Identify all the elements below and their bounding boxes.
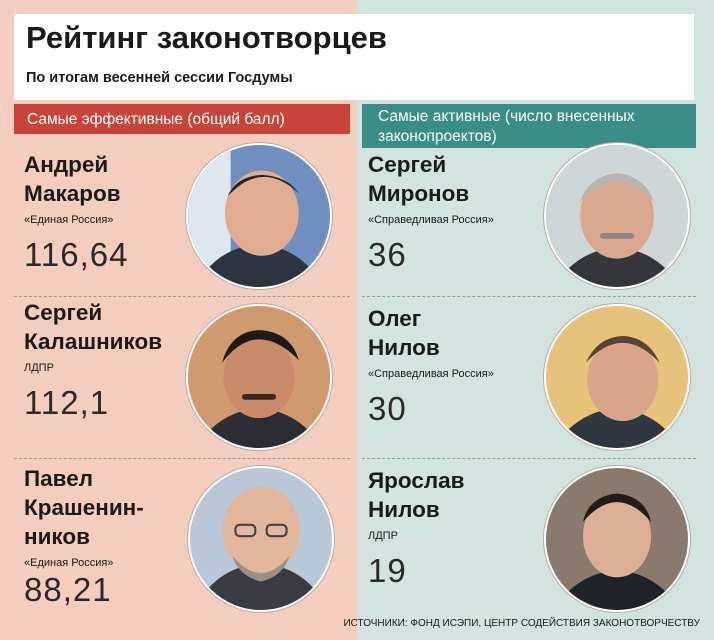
left-entry-3: Павел Крашенин- ников «Единая Россия» 88… <box>24 464 144 609</box>
person-name-line: Крашенин- <box>24 495 144 520</box>
party-label: «Единая Россия» <box>24 214 114 226</box>
party-label: «Справедливая Россия» <box>368 368 494 380</box>
score-value: 36 <box>368 236 407 273</box>
portrait-photo <box>544 304 690 450</box>
row-divider <box>362 296 696 297</box>
person-name-line: Сергей <box>24 300 103 325</box>
portrait-photo <box>544 143 690 289</box>
person-name-line: Сергей <box>368 152 447 177</box>
person-name-line: Ярослав <box>368 468 465 493</box>
person-name-line: ников <box>24 524 90 549</box>
score-value: 88,21 <box>24 571 112 608</box>
party-label: ЛДПР <box>368 530 398 542</box>
page-title: Рейтинг законотворцев <box>26 20 387 55</box>
left-entry-2: Сергей Калашников ЛДПР 112,1 <box>24 298 162 422</box>
left-entry-1: Андрей Макаров «Единая Россия» 116,64 <box>24 150 128 274</box>
right-column-header-line1: Самые активные (число внесенных <box>378 108 635 125</box>
left-column-header-label: Самые эффективные (общий балл) <box>27 111 285 128</box>
left-column-header: Самые эффективные (общий балл) <box>14 104 350 134</box>
row-divider <box>14 296 350 297</box>
party-label: «Единая Россия» <box>24 557 114 569</box>
title-panel: Рейтинг законотворцев По итогам весенней… <box>14 14 694 100</box>
person-name-line: Макаров <box>24 181 121 206</box>
person-name-line: Калашников <box>24 329 163 354</box>
right-column-header: Самые активные (число внесенных законопр… <box>362 104 696 148</box>
page-subtitle: По итогам весенней сессии Госдумы <box>26 70 293 86</box>
score-value: 116,64 <box>24 236 129 273</box>
right-entry-2: Олег Нилов «Справедливая Россия» 30 <box>368 304 494 428</box>
score-value: 19 <box>368 552 407 589</box>
portrait-photo <box>186 143 332 289</box>
row-divider <box>14 458 350 459</box>
person-name-line: Нилов <box>368 497 440 522</box>
portrait-photo <box>186 304 332 450</box>
portrait-photo <box>544 466 690 612</box>
source-credit: ИСТОЧНИКИ: ФОНД ИСЭПИ, ЦЕНТР СОДЕЙСТВИЯ … <box>343 618 700 629</box>
person-name-line: Павел <box>24 466 94 491</box>
score-value: 112,1 <box>24 384 110 421</box>
person-name-line: Миронов <box>368 181 470 206</box>
person-name-line: Андрей <box>24 152 109 177</box>
person-name-line: Олег <box>368 306 422 331</box>
party-label: «Справедливая Россия» <box>368 214 494 226</box>
right-entry-3: Ярослав Нилов ЛДПР 19 <box>368 466 465 590</box>
party-label: ЛДПР <box>24 362 54 374</box>
person-name-line: Нилов <box>368 335 440 360</box>
right-column-header-line2: законопроектов) <box>378 128 497 145</box>
row-divider <box>362 458 696 459</box>
portrait-photo <box>188 466 334 612</box>
right-entry-1: Сергей Миронов «Справедливая Россия» 36 <box>368 150 494 274</box>
score-value: 30 <box>368 390 407 427</box>
